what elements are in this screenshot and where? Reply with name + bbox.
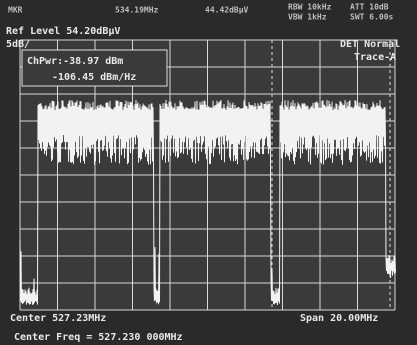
center-label: Center 527.23MHz [10,313,106,324]
swt: SWT 6.00s [350,13,394,22]
scale: 5dB/ [6,39,30,50]
power-density: -106.45 dBm/Hz [52,72,136,83]
detector: DET Normal [340,39,400,50]
spectrum-trace [19,99,396,306]
channel-power-box [21,49,168,87]
trace-label: Trace-A [354,52,396,63]
marker-freq: 534.19MHz [115,6,159,15]
channel-power: ChPwr:-38.97 dBm [27,56,123,67]
marker-level: 44.42dBμV [205,6,249,15]
rbw: RBW 10kHz [288,3,332,12]
center-freq: Center Freq = 527.230 000MHz [14,332,183,343]
vbw: VBW 1kHz [288,13,327,22]
ref-level: Ref Level 54.20dBμV [6,26,120,37]
marker-label: MKR [8,6,23,15]
att: ATT 10dB [350,3,389,12]
span-label: Span 20.00MHz [300,313,378,324]
